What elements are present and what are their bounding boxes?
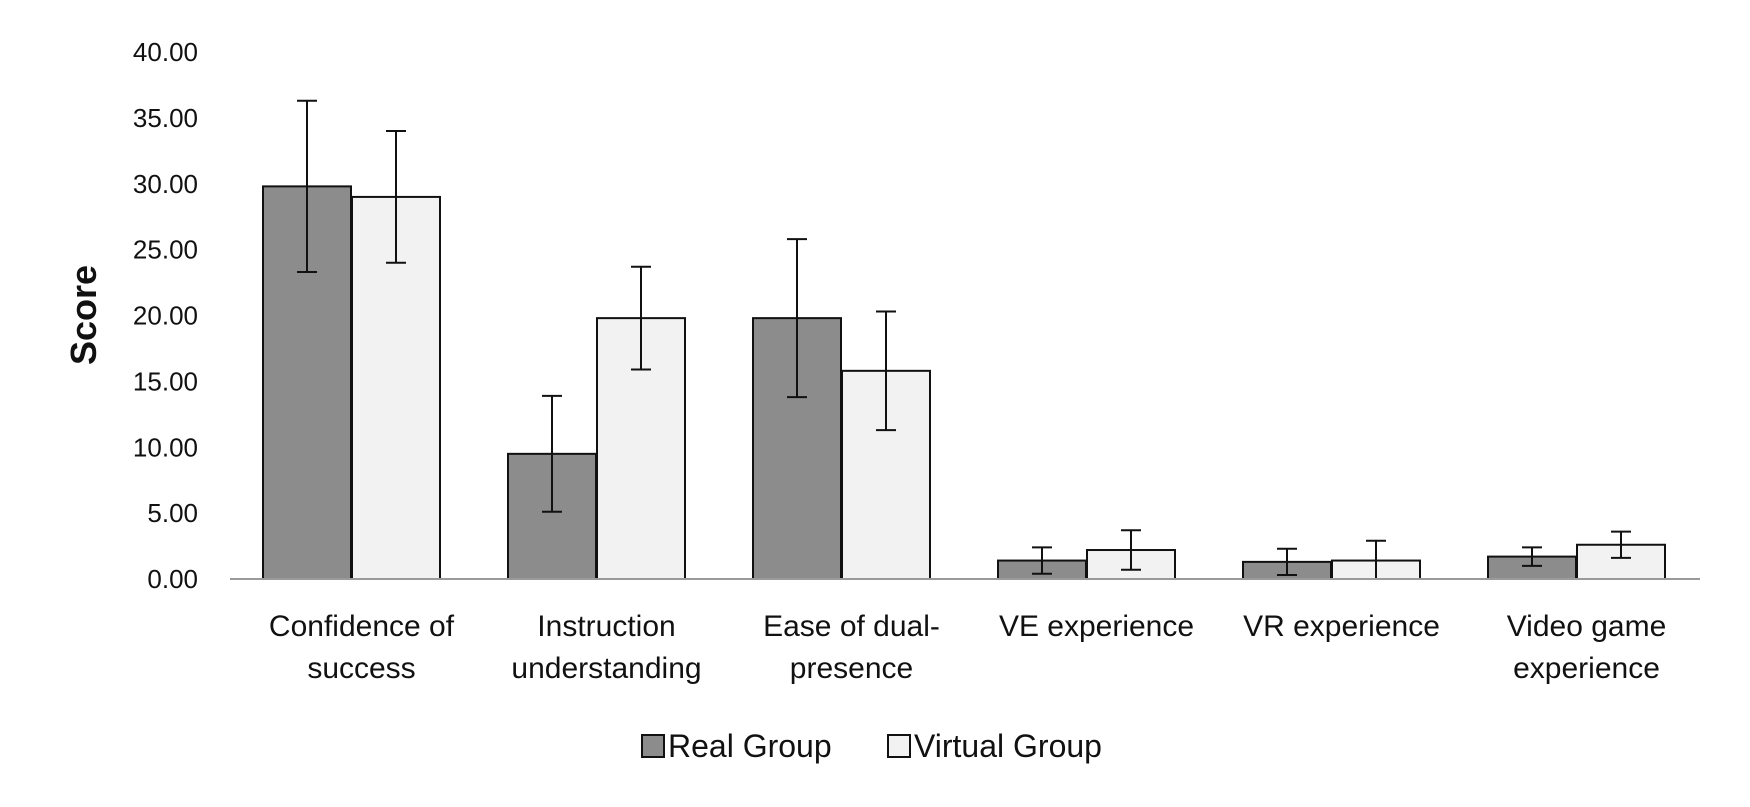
y-tick-label: 25.00 bbox=[133, 235, 198, 265]
category-label-line: Confidence of bbox=[269, 610, 455, 643]
y-tick-label: 35.00 bbox=[133, 103, 198, 133]
legend-swatch-real bbox=[641, 734, 665, 758]
error-bar bbox=[631, 265, 651, 371]
category-label: VE experience bbox=[999, 610, 1194, 643]
category-label: Video game experience bbox=[1507, 610, 1667, 685]
y-axis-title: Score bbox=[63, 265, 104, 365]
category-label: Instruction understanding bbox=[511, 610, 701, 685]
error-bar bbox=[1121, 529, 1141, 571]
error-bars-group bbox=[297, 99, 1631, 580]
category-label: VR experience bbox=[1243, 610, 1440, 643]
category-label-line: presence bbox=[790, 652, 913, 685]
y-tick-label: 10.00 bbox=[133, 432, 198, 462]
y-tick-label: 15.00 bbox=[133, 366, 198, 396]
category-labels: Confidence of success Instruction understan… bbox=[269, 610, 1666, 685]
legend-swatch-virtual bbox=[887, 734, 911, 758]
category-label-line: Instruction bbox=[537, 610, 675, 643]
error-bar bbox=[1032, 546, 1052, 575]
category-label-line: experience bbox=[1513, 652, 1660, 685]
category-label-line: success bbox=[307, 652, 415, 685]
category-label-line: Ease of dual- bbox=[763, 610, 940, 643]
error-bar bbox=[787, 238, 807, 399]
error-bar bbox=[542, 394, 562, 513]
error-bar bbox=[1277, 547, 1297, 577]
y-tick-label: 0.00 bbox=[147, 564, 198, 594]
error-bar bbox=[297, 99, 317, 274]
y-tick-label: 30.00 bbox=[133, 169, 198, 199]
legend-label-real: Real Group bbox=[668, 728, 832, 764]
error-bar bbox=[876, 310, 896, 432]
category-label: Ease of dual-presence bbox=[763, 610, 940, 685]
error-bar bbox=[386, 130, 406, 264]
y-tick-label: 5.00 bbox=[147, 498, 198, 528]
category-label-line: Video game bbox=[1507, 610, 1667, 643]
legend: Real Group Virtual Group bbox=[641, 728, 1102, 764]
y-tick-label: 20.00 bbox=[133, 301, 198, 331]
bars-group bbox=[262, 185, 1666, 581]
category-label: Confidence of success bbox=[269, 610, 455, 685]
legend-label-virtual: Virtual Group bbox=[914, 728, 1102, 764]
y-axis-ticks: 0.00 5.00 10.00 15.00 20.00 25.00 30.00 35.00 40… bbox=[133, 37, 198, 594]
error-bar bbox=[1611, 530, 1631, 559]
y-tick-label: 40.00 bbox=[133, 37, 198, 67]
error-bar bbox=[1522, 546, 1542, 567]
category-label-line: VR experience bbox=[1243, 610, 1440, 643]
category-label-line: VE experience bbox=[999, 610, 1194, 643]
category-label-line: understanding bbox=[511, 652, 701, 685]
